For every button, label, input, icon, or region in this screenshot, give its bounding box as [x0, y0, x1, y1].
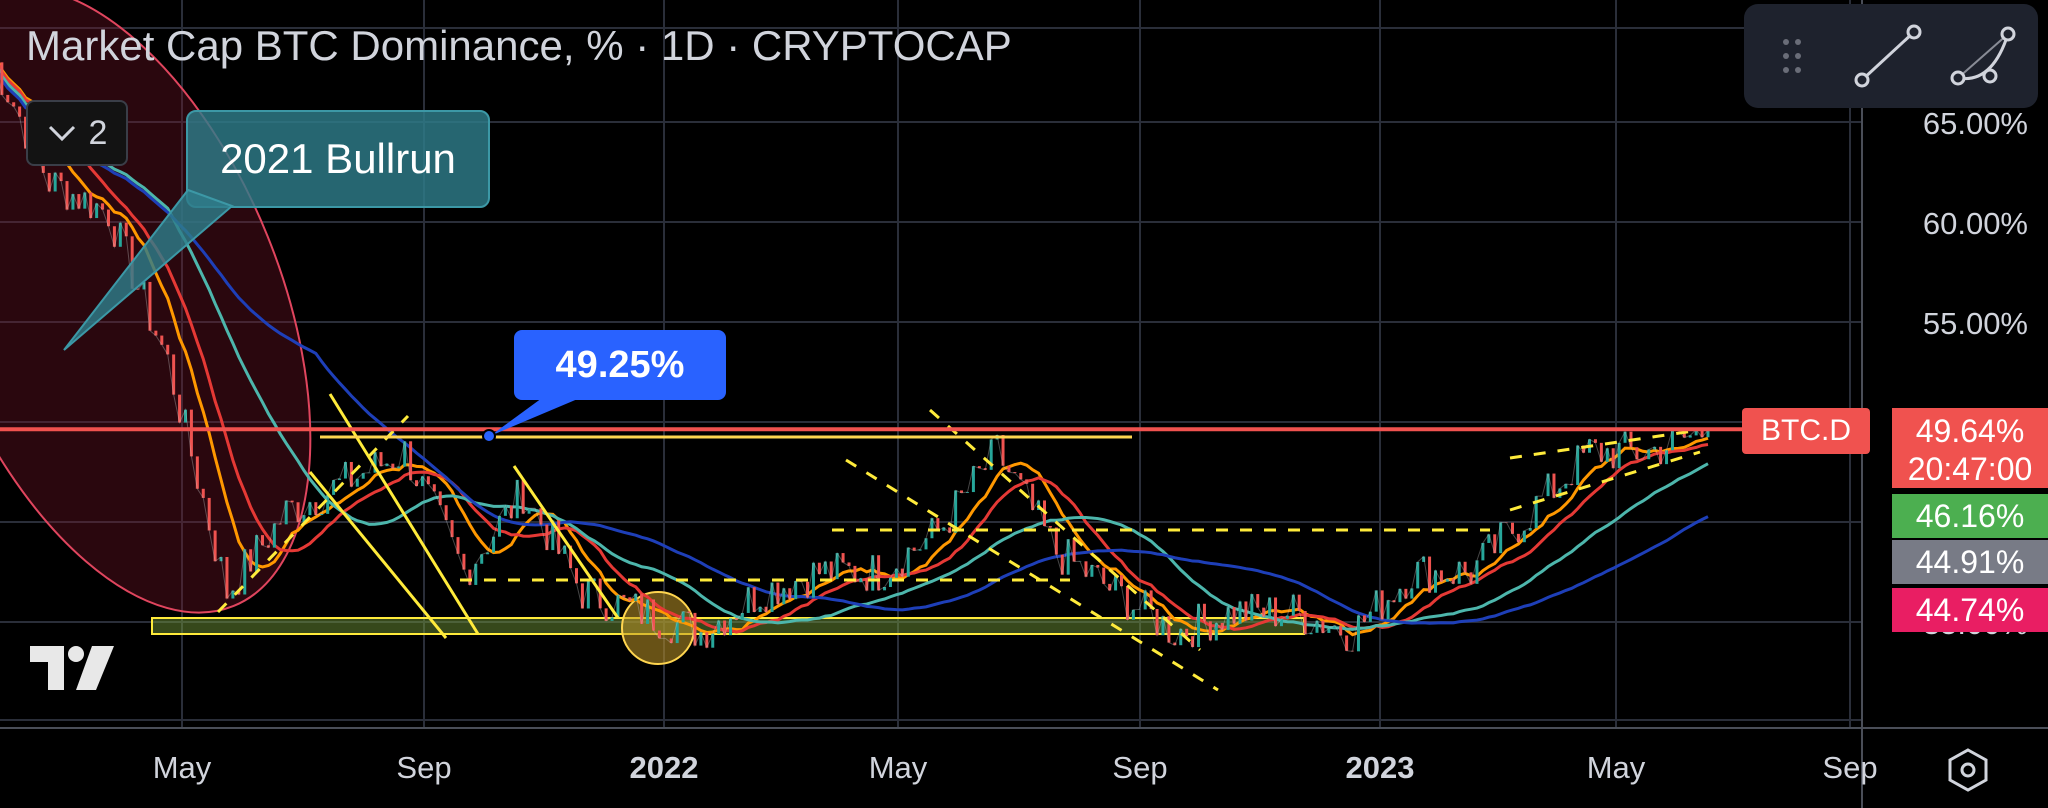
- time-tick: Sep: [1822, 750, 1878, 785]
- tradingview-logo: [30, 646, 114, 690]
- trend-line: [1509, 428, 1701, 460]
- current-price-tag: 49.64% 20:47:00: [1892, 408, 2048, 488]
- price-tick: 55.00%: [1922, 306, 2028, 341]
- settings-hexagon-icon[interactable]: [1942, 744, 1994, 796]
- current-price-value: 49.64%: [1915, 413, 2025, 449]
- highlight-circle: [621, 591, 695, 665]
- price-label-flag[interactable]: 49.25%: [514, 330, 726, 400]
- drawing-toolbar: [1744, 4, 2038, 108]
- trend-line: [929, 408, 1201, 652]
- chevron-down-icon: [48, 125, 75, 142]
- trend-line: [308, 471, 448, 639]
- drag-handle-icon[interactable]: [1758, 24, 1830, 88]
- trend-line: [512, 465, 620, 619]
- time-tick: May: [1586, 750, 1646, 785]
- symbol-tag: BTC.D: [1742, 408, 1870, 454]
- time-tick: Sep: [1112, 750, 1168, 785]
- ma-line-teal: [0, 68, 1709, 631]
- indicators-collapse-button[interactable]: 2: [26, 100, 128, 166]
- bullrun-callout[interactable]: 2021 Bullrun: [186, 110, 490, 208]
- trend-drawings: [216, 393, 1701, 692]
- trend-line-icon[interactable]: [1852, 24, 1924, 88]
- curve-tool-icon[interactable]: [1948, 24, 2020, 88]
- time-tick: 2023: [1345, 750, 1415, 785]
- time-tick: May: [152, 750, 212, 785]
- time-tick: May: [868, 750, 928, 785]
- trend-line: [1509, 450, 1701, 512]
- ma-value-tag: 44.91%: [1892, 540, 2048, 584]
- indicators-count: 2: [88, 113, 108, 152]
- price-line: [0, 81, 1709, 652]
- ma-line-blue: [0, 72, 1709, 625]
- time-tick: Sep: [396, 750, 452, 785]
- trend-line: [328, 393, 480, 635]
- time-tick: 2022: [629, 750, 699, 785]
- trend-line: [845, 458, 1219, 692]
- price-tick: 60.00%: [1922, 206, 2028, 241]
- ma-value-tag: 46.16%: [1892, 494, 2048, 538]
- price-tick: 65.00%: [1922, 106, 2028, 141]
- ma-value-tag: 44.74%: [1892, 588, 2048, 632]
- trend-line: [216, 414, 410, 614]
- ma-line-fast: [0, 62, 1709, 637]
- ma-line-red: [0, 64, 1709, 634]
- chart-title: Market Cap BTC Dominance, % · 1D · CRYPT…: [26, 22, 1012, 69]
- bar-countdown: 20:47:00: [1907, 451, 2033, 487]
- moving-average-lines: [0, 62, 1709, 637]
- current-price-line: [0, 427, 1862, 439]
- price-series: [0, 62, 1710, 652]
